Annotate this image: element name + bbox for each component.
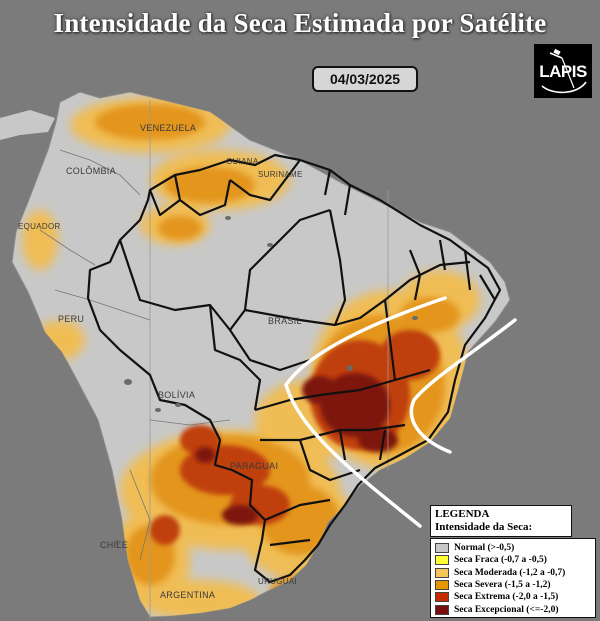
lapis-logo: LAPIS [534, 44, 592, 98]
date-label: 04/03/2025 [312, 66, 418, 92]
legend-label: Normal (>-0,5) [454, 543, 515, 554]
legend-swatch [435, 543, 449, 554]
central-america [0, 110, 55, 140]
water-bodies [115, 216, 418, 544]
label-guiana: GUIANA [226, 157, 259, 166]
legend-header: LEGENDA Intensidade da Seca: [430, 505, 572, 537]
label-uruguai: URUGUAI [258, 577, 297, 586]
legend-item: Seca Extrema (-2,0 a -1,5) [435, 591, 591, 603]
legend-item: Seca Moderada (-1,2 a -0,7) [435, 567, 591, 579]
legend-label: Seca Severa (-1,5 a -1,2) [454, 580, 551, 591]
legend-swatch [435, 604, 449, 615]
label-peru: PERU [58, 314, 85, 324]
country-borders [39, 149, 231, 561]
label-argentina: ARGENTINA [160, 590, 216, 600]
label-paraguai: PARAGUAI [230, 461, 279, 471]
legend-label: Seca Excepcional (<=-2,0) [454, 604, 559, 615]
label-venezuela: VENEZUELA [140, 123, 197, 133]
legend-heading: LEGENDA [435, 508, 490, 520]
logo-text: LAPIS [539, 62, 587, 81]
legend-swatch [435, 567, 449, 578]
legend-label: Seca Extrema (-2,0 a -1,5) [454, 592, 559, 603]
legend-item: Seca Severa (-1,5 a -1,2) [435, 579, 591, 591]
legend-swatch [435, 592, 449, 603]
highlight-arcs [284, 296, 517, 528]
legend-label: Seca Moderada (-1,2 a -0,7) [454, 567, 566, 578]
satellite-icon [541, 48, 587, 94]
label-colombia: COLÔMBIA [66, 166, 116, 176]
legend-subtitle: Intensidade da Seca: [435, 521, 533, 533]
label-suriname: SURINAME [258, 170, 303, 179]
legend-swatch [435, 580, 449, 591]
legend-swatch [435, 555, 449, 566]
legend-label: Seca Fraca (-0,7 a -0,5) [454, 555, 547, 566]
map-title: Intensidade da Seca Estimada por Satélit… [53, 8, 547, 38]
brazil-state-borders [86, 153, 502, 584]
label-brasil: BRASIL [268, 316, 302, 326]
legend-item: Normal (>-0,5) [435, 542, 591, 554]
label-equador: EQUADOR [18, 222, 61, 231]
legend: Normal (>-0,5) Seca Fraca (-0,7 a -0,5) Se… [430, 538, 596, 618]
label-bolivia: BOLÍVIA [158, 390, 196, 400]
label-chile: CHILE [100, 540, 129, 550]
legend-item: Seca Excepcional (<=-2,0) [435, 603, 591, 615]
legend-item: Seca Fraca (-0,7 a -0,5) [435, 554, 591, 566]
